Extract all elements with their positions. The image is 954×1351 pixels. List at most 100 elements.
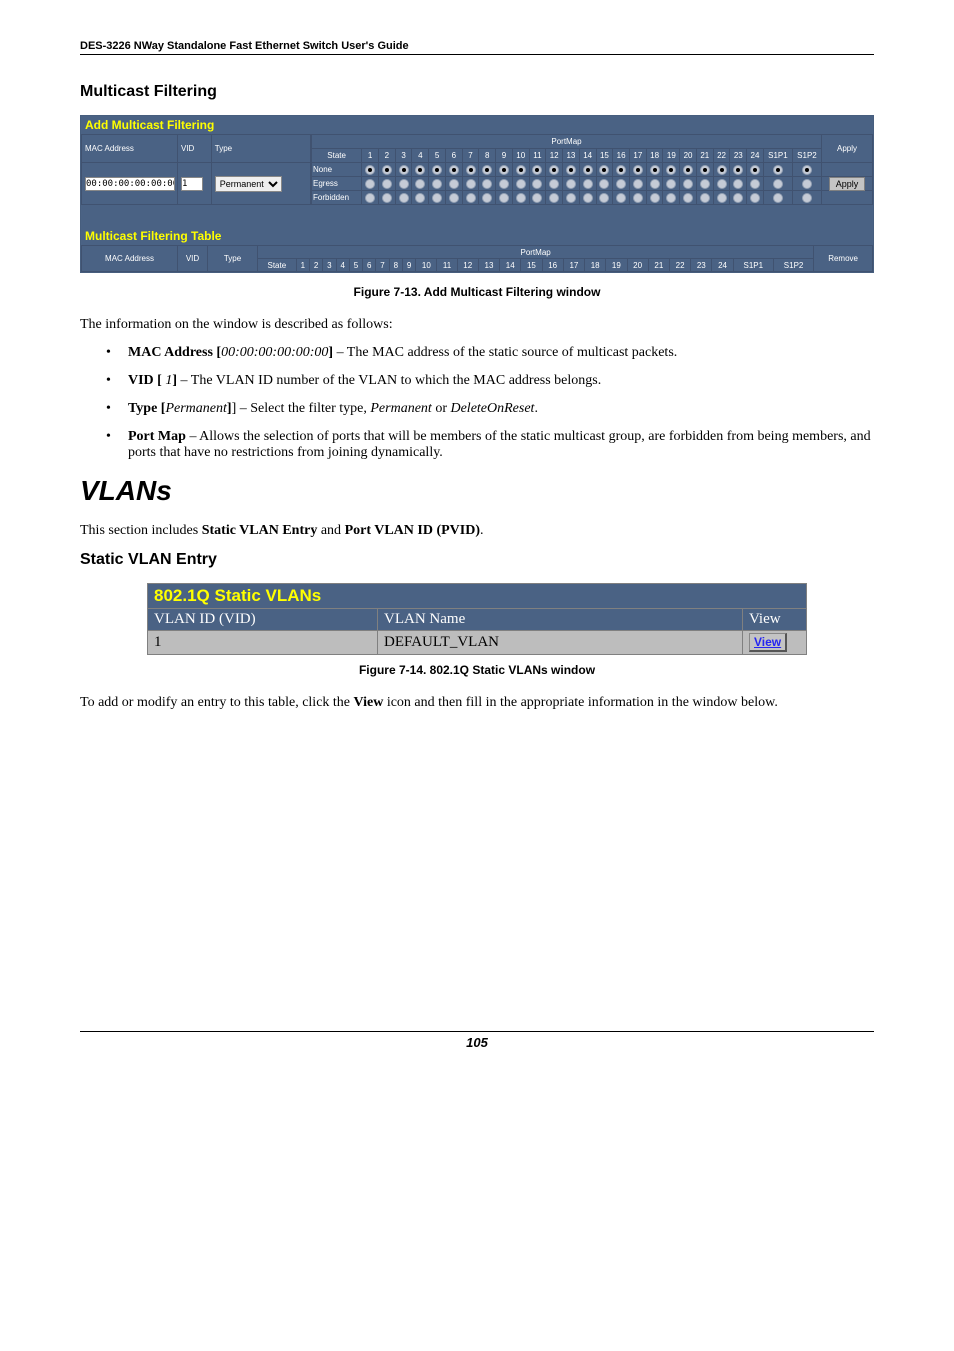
port-radio[interactable] [583,193,593,203]
port-radio[interactable] [733,179,743,189]
vlans-heading: VLANs [80,475,874,507]
port-radio[interactable] [549,165,559,175]
port-radio[interactable] [532,193,542,203]
view-button[interactable]: View [749,633,787,652]
col-vlan-name: VLAN Name [378,609,743,631]
cell-vlan-id: 1 [148,631,378,655]
port-radio[interactable] [566,165,576,175]
section-static-vlan-heading: Static VLAN Entry [80,551,874,569]
port-radio[interactable] [717,179,727,189]
port-radio[interactable] [432,179,442,189]
port-radio[interactable] [733,193,743,203]
port-radio[interactable] [382,165,392,175]
port-radio[interactable] [700,179,710,189]
port-radio[interactable] [773,179,783,189]
port-radio[interactable] [650,165,660,175]
port-header: 17 [630,149,647,163]
port-radio[interactable] [773,193,783,203]
port-radio[interactable] [599,179,609,189]
bullet-mac-address: MAC Address [00:00:00:00:00:00] – The MA… [112,345,874,361]
port-radio[interactable] [773,165,783,175]
port-radio[interactable] [583,179,593,189]
port-radio[interactable] [499,179,509,189]
port-radio[interactable] [399,165,409,175]
port-radio[interactable] [700,193,710,203]
bullet-type: Type [Permanent]] – Select the filter ty… [112,401,874,417]
port-radio[interactable] [733,165,743,175]
port-radio[interactable] [532,179,542,189]
port-radio[interactable] [616,165,626,175]
port-radio[interactable] [399,179,409,189]
port-radio[interactable] [415,193,425,203]
label-type: Type [211,135,310,163]
port-radio[interactable] [499,165,509,175]
port-radio[interactable] [616,193,626,203]
port-radio[interactable] [482,165,492,175]
port-radio[interactable] [482,179,492,189]
port-radio[interactable] [516,165,526,175]
port-radio[interactable] [449,165,459,175]
port-radio[interactable] [750,193,760,203]
port-radio[interactable] [566,179,576,189]
port-radio[interactable] [802,193,812,203]
port-radio[interactable] [365,193,375,203]
type-select[interactable]: Permanent [215,176,282,192]
port-radio[interactable] [717,165,727,175]
port-radio[interactable] [633,165,643,175]
port-radio[interactable] [802,165,812,175]
mac-address-input[interactable] [85,177,175,191]
port-radio[interactable] [499,193,509,203]
port-radio[interactable] [549,179,559,189]
port-radio[interactable] [365,179,375,189]
port-radio[interactable] [449,193,459,203]
port-radio[interactable] [650,193,660,203]
port-radio[interactable] [616,179,626,189]
port-radio[interactable] [382,193,392,203]
port-radio[interactable] [482,193,492,203]
port-radio[interactable] [683,193,693,203]
port-radio[interactable] [382,179,392,189]
port-radio[interactable] [432,193,442,203]
port-radio[interactable] [666,179,676,189]
port-radio[interactable] [432,165,442,175]
bottom-port-header: 7 [376,259,389,272]
port-radio[interactable] [466,179,476,189]
port-radio[interactable] [599,193,609,203]
port-radio[interactable] [599,165,609,175]
port-radio[interactable] [532,165,542,175]
port-radio[interactable] [700,165,710,175]
static-vlans-title: 802.1Q Static VLANs [148,584,807,609]
port-radio[interactable] [466,193,476,203]
port-radio[interactable] [666,193,676,203]
port-radio[interactable] [516,179,526,189]
bottom-col-vid: VID [178,246,208,272]
port-radio[interactable] [750,179,760,189]
port-radio[interactable] [449,179,459,189]
port-header: 10 [512,149,529,163]
bottom-port-header: 22 [669,259,690,272]
port-radio[interactable] [415,179,425,189]
port-radio[interactable] [750,165,760,175]
apply-button[interactable]: Apply [829,177,866,191]
port-radio[interactable] [717,193,727,203]
port-radio[interactable] [399,193,409,203]
port-radio[interactable] [633,179,643,189]
port-radio[interactable] [566,193,576,203]
port-radio[interactable] [633,193,643,203]
bottom-col-mac: MAC Address [82,246,178,272]
port-radio[interactable] [516,193,526,203]
port-radio[interactable] [683,165,693,175]
port-header: 1 [362,149,379,163]
port-radio[interactable] [415,165,425,175]
port-radio[interactable] [583,165,593,175]
vid-input[interactable] [181,177,203,191]
port-radio[interactable] [365,165,375,175]
port-radio[interactable] [549,193,559,203]
port-radio[interactable] [666,165,676,175]
port-radio[interactable] [466,165,476,175]
port-radio[interactable] [802,179,812,189]
bottom-port-header: 12 [457,259,478,272]
port-radio[interactable] [650,179,660,189]
intro-paragraph: The information on the window is describ… [80,317,874,333]
port-radio[interactable] [683,179,693,189]
